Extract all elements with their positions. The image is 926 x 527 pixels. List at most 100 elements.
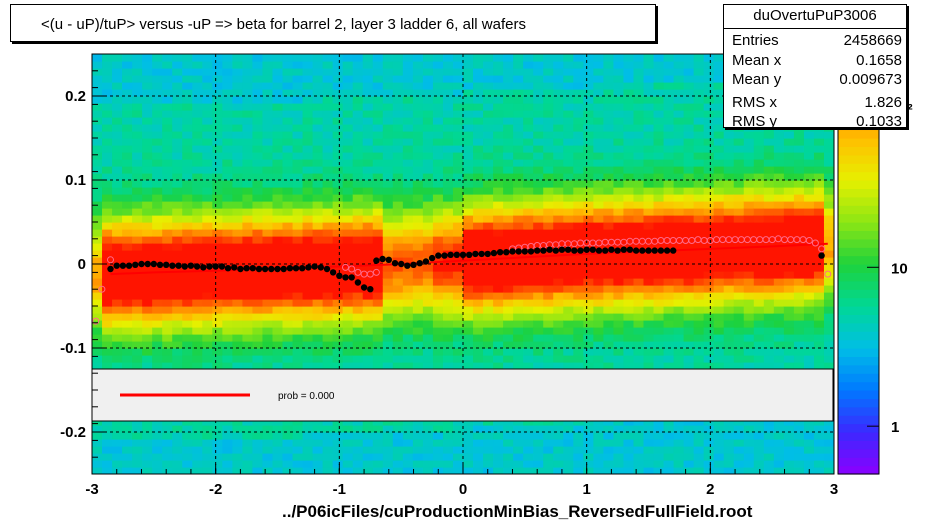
heatmap-cell — [262, 278, 274, 286]
heatmap-cell — [563, 257, 574, 265]
heatmap-cell — [282, 145, 294, 153]
heatmap-cell — [302, 54, 314, 62]
heatmap-cell — [192, 152, 203, 160]
heatmap-cell — [92, 348, 103, 356]
heatmap-cell — [723, 201, 735, 209]
profile-point-filled — [589, 246, 596, 253]
heatmap-cell — [342, 271, 354, 279]
profile-point-open — [366, 270, 374, 278]
heatmap-cell — [563, 236, 574, 244]
heatmap-cell — [242, 306, 254, 314]
heatmap-cell — [132, 145, 143, 153]
heatmap-cell — [362, 257, 374, 265]
heatmap-cell — [533, 124, 544, 132]
heatmap-cell — [583, 145, 594, 153]
heatmap-cell — [793, 264, 805, 272]
heatmap-cell — [262, 138, 274, 146]
heatmap-cell — [773, 292, 785, 300]
heatmap-cell — [763, 187, 775, 195]
heatmap-cell — [92, 215, 103, 223]
profile-point-filled — [212, 263, 219, 270]
heatmap-cell — [783, 187, 795, 195]
heatmap-cell — [773, 257, 785, 265]
heatmap-cell — [322, 334, 334, 342]
heatmap-cell — [302, 117, 314, 125]
heatmap-cell — [683, 75, 695, 83]
heatmap-cell — [362, 194, 374, 202]
heatmap-cell — [743, 194, 755, 202]
heatmap-cell — [292, 229, 304, 237]
heatmap-cell — [252, 355, 264, 363]
heatmap-cell — [573, 334, 584, 342]
heatmap-cell — [352, 138, 364, 146]
heatmap-cell — [703, 103, 715, 111]
heatmap-cell — [533, 418, 544, 426]
heatmap-cell — [503, 201, 514, 209]
heatmap-cell — [282, 467, 294, 474]
heatmap-cell — [162, 68, 173, 76]
heatmap-cell — [372, 327, 384, 335]
heatmap-cell — [342, 362, 354, 370]
heatmap-cell — [322, 362, 334, 370]
heatmap-cell — [202, 103, 213, 111]
heatmap-cell — [743, 159, 755, 167]
heatmap-cell — [152, 159, 163, 167]
heatmap-cell — [442, 236, 454, 244]
heatmap-cell — [773, 362, 785, 370]
heatmap-cell — [242, 110, 254, 118]
heatmap-cell — [252, 166, 264, 174]
heatmap-cell — [653, 278, 665, 286]
heatmap-cell — [803, 166, 815, 174]
heatmap-cell — [222, 236, 233, 244]
profile-point-open — [811, 239, 819, 247]
heatmap-cell — [693, 446, 705, 454]
heatmap-cell — [783, 173, 795, 181]
heatmap-cell — [563, 271, 574, 279]
heatmap-cell — [132, 299, 143, 307]
heatmap-cell — [643, 103, 655, 111]
heatmap-cell — [743, 432, 755, 440]
heatmap-cell — [132, 89, 143, 97]
heatmap-cell — [813, 425, 825, 433]
heatmap-cell — [823, 194, 834, 202]
heatmap-cell — [573, 138, 584, 146]
heatmap-cell — [132, 215, 143, 223]
heatmap-cell — [102, 110, 113, 118]
heatmap-cell — [372, 341, 384, 349]
heatmap-cell — [583, 180, 594, 188]
heatmap-cell — [583, 110, 594, 118]
heatmap-cell — [292, 467, 304, 474]
heatmap-cell — [773, 131, 785, 139]
heatmap-cell — [432, 215, 444, 223]
heatmap-cell — [673, 418, 685, 426]
heatmap-cell — [603, 348, 615, 356]
heatmap-cell — [783, 292, 795, 300]
heatmap-cell — [783, 334, 795, 342]
heatmap-cell — [342, 446, 354, 454]
heatmap-cell — [112, 257, 123, 265]
heatmap-cell — [713, 348, 725, 356]
heatmap-cell — [122, 187, 133, 195]
heatmap-cell — [362, 96, 374, 104]
heatmap-cell — [653, 432, 665, 440]
heatmap-cell — [242, 467, 254, 474]
heatmap-cell — [643, 334, 655, 342]
heatmap-cell — [633, 89, 645, 97]
heatmap-cell — [212, 145, 223, 153]
heatmap-cell — [352, 215, 364, 223]
heatmap-cell — [402, 334, 414, 342]
heatmap-cell — [232, 355, 244, 363]
heatmap-cell — [463, 82, 474, 90]
heatmap-cell — [312, 271, 324, 279]
heatmap-cell — [262, 250, 274, 258]
heatmap-cell — [452, 285, 464, 293]
heatmap-cell — [202, 418, 213, 426]
heatmap-cell — [543, 278, 554, 286]
heatmap-cell — [713, 278, 725, 286]
heatmap-cell — [603, 68, 615, 76]
heatmap-cell — [262, 439, 274, 447]
heatmap-cell — [442, 110, 454, 118]
heatmap-cell — [503, 264, 514, 272]
heatmap-cell — [623, 264, 635, 272]
heatmap-cell — [763, 264, 775, 272]
